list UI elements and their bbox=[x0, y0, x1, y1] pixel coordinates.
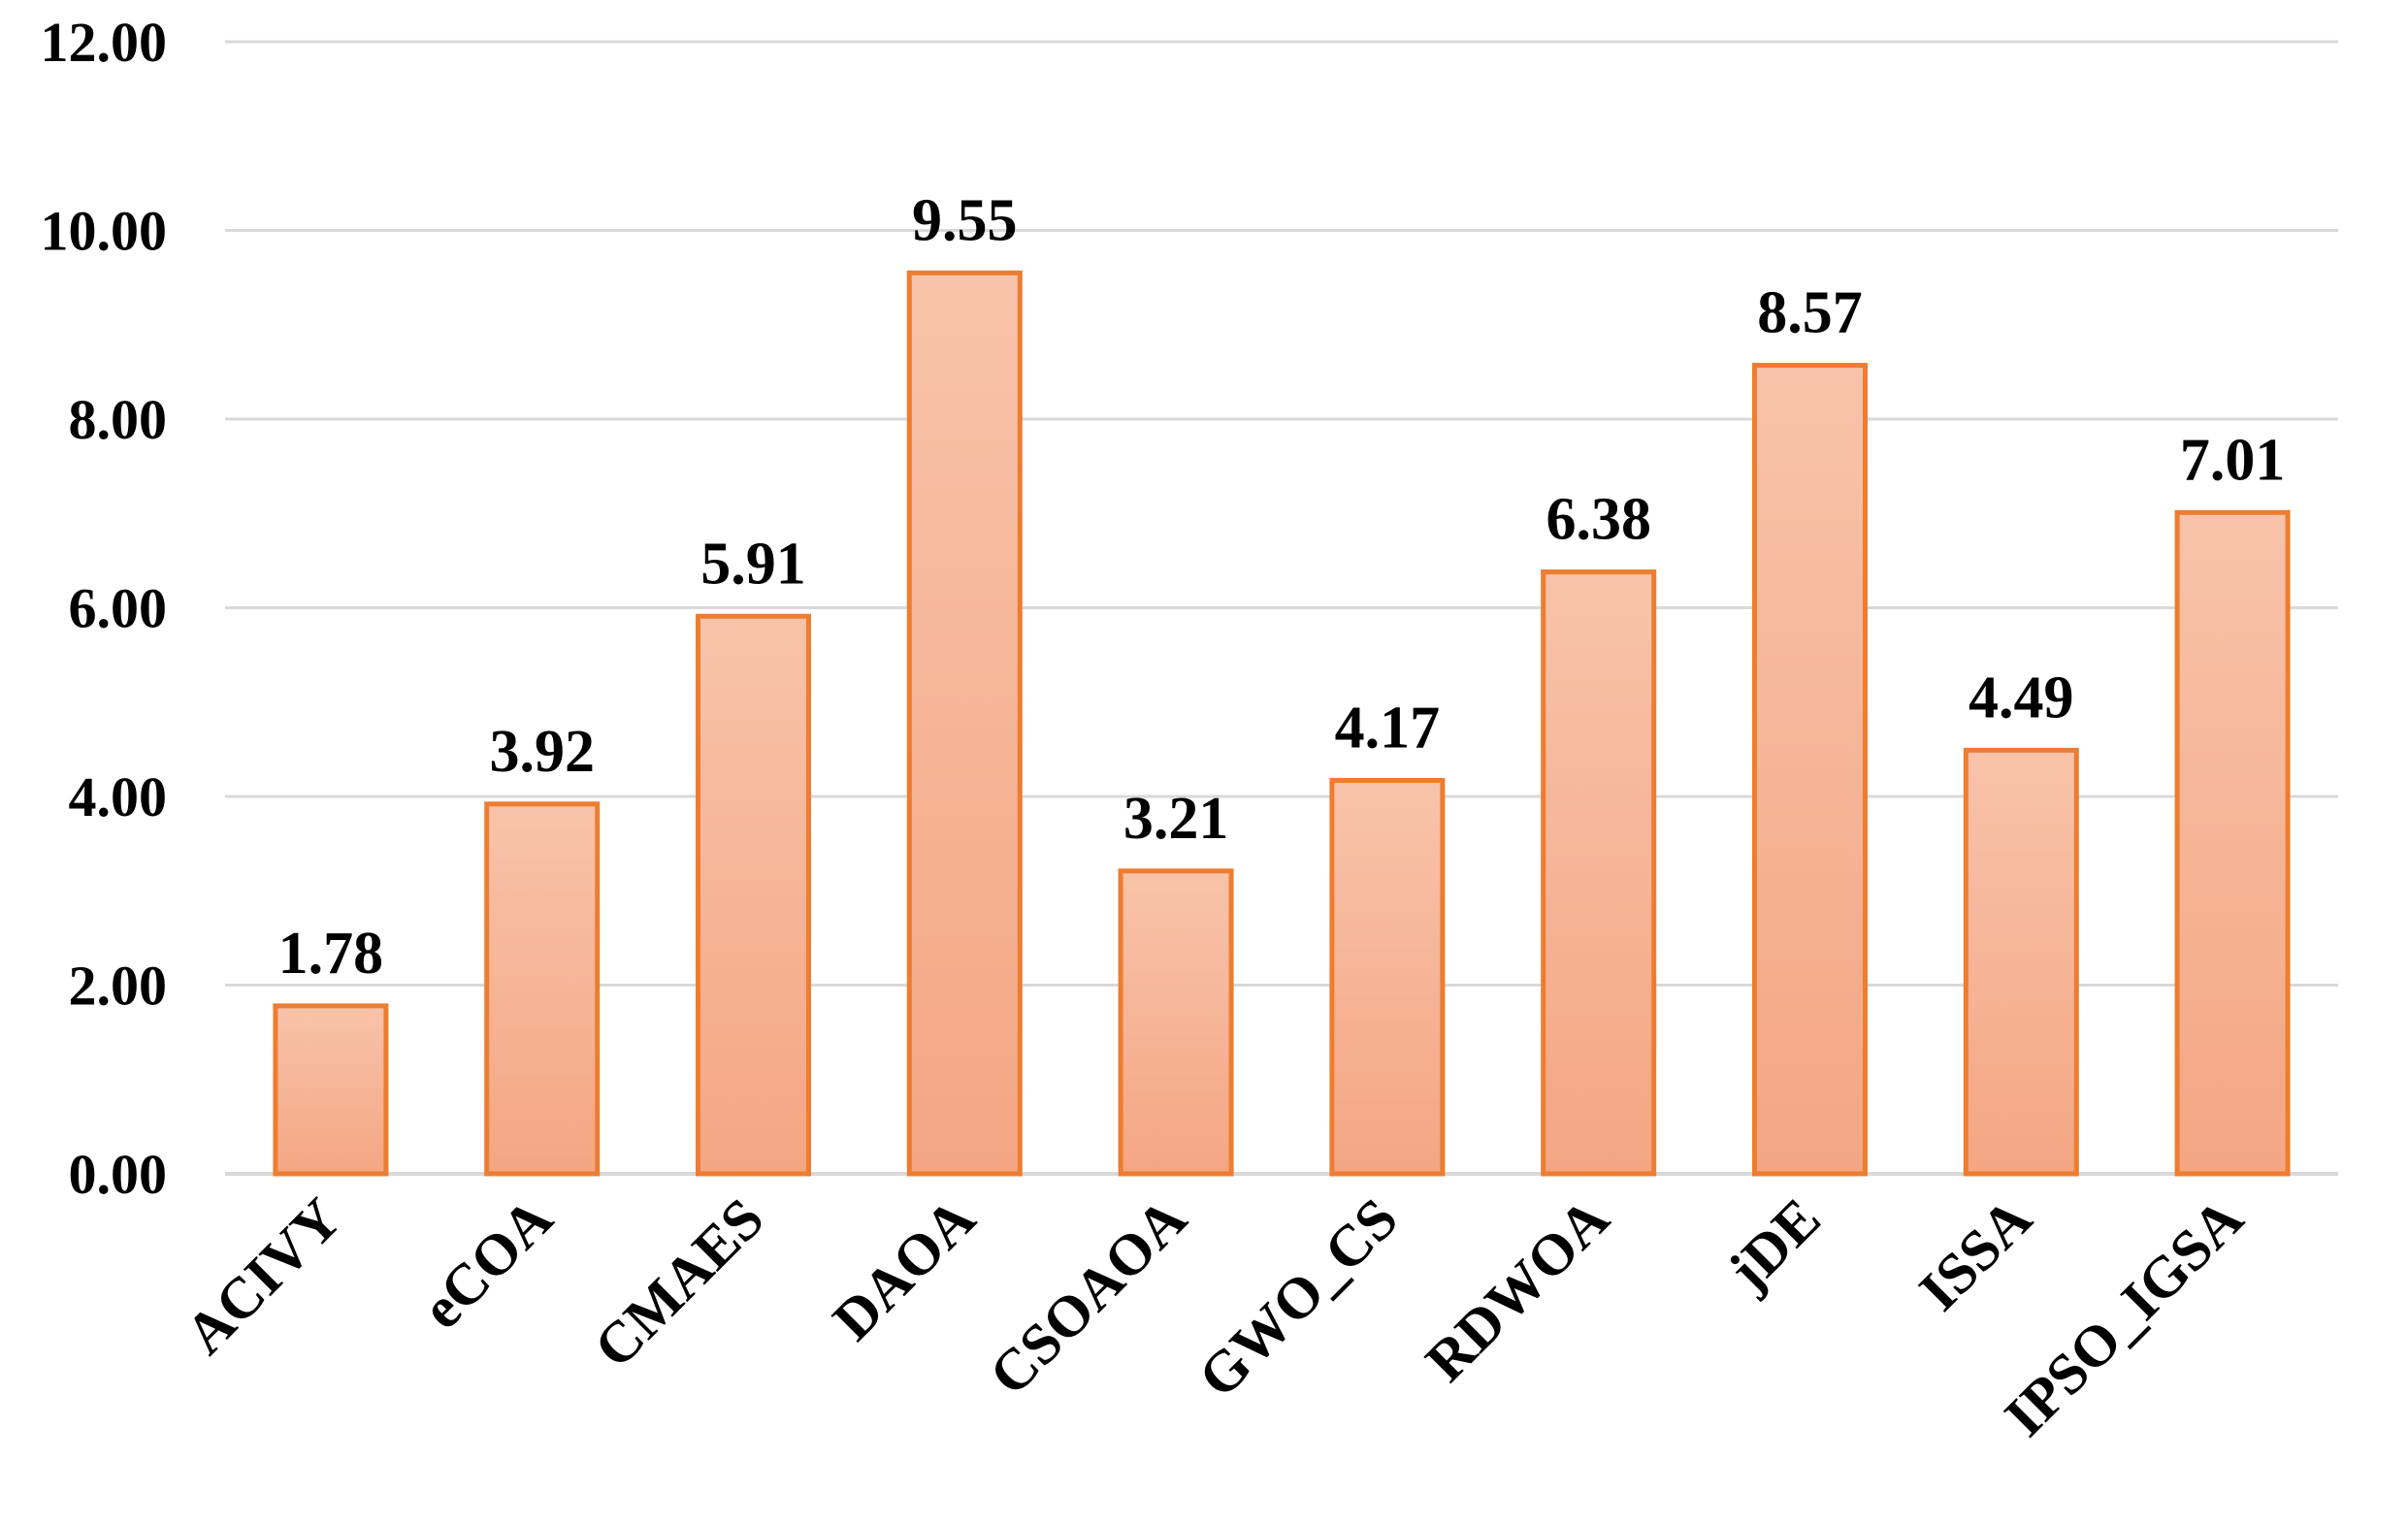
y-tick-label: 4.00 bbox=[69, 765, 168, 828]
x-tick-label: ACIVY bbox=[173, 1186, 353, 1367]
y-tick-label: 0.00 bbox=[69, 1143, 168, 1206]
x-tick-label: DAOA bbox=[821, 1186, 988, 1353]
bar bbox=[484, 801, 601, 1177]
y-axis-tick-labels: 0.00 2.00 4.00 6.00 8.00 10.00 12.00 bbox=[41, 11, 168, 1206]
bar bbox=[273, 1003, 389, 1177]
data-labels: 1.78 3.92 5.91 9.55 3.21 4.17 6.38 8.57 4.49 7.01 bbox=[278, 187, 2286, 987]
data-label: 7.01 bbox=[2180, 427, 2286, 493]
data-label: 1.78 bbox=[278, 921, 384, 987]
data-label: 9.55 bbox=[912, 187, 1018, 253]
bars bbox=[273, 270, 2291, 1177]
x-tick-label: RDWOA bbox=[1414, 1186, 1621, 1394]
bar bbox=[1329, 777, 1446, 1177]
x-tick-label: eCOA bbox=[409, 1186, 565, 1342]
bar bbox=[2174, 509, 2291, 1177]
data-label: 3.92 bbox=[489, 719, 595, 785]
y-tick-label: 6.00 bbox=[69, 577, 168, 640]
bar bbox=[1963, 747, 2079, 1177]
bar bbox=[906, 270, 1023, 1177]
x-tick-label: jDE bbox=[1715, 1186, 1832, 1303]
x-tick-label: CMAES bbox=[582, 1186, 776, 1380]
data-label: 8.57 bbox=[1757, 280, 1863, 346]
bar bbox=[696, 613, 811, 1177]
data-label: 4.49 bbox=[1969, 665, 2074, 730]
x-tick-label: ISSA bbox=[1906, 1186, 2043, 1323]
data-label: 3.21 bbox=[1123, 786, 1229, 852]
x-tick-label: CSOAOA bbox=[977, 1186, 1198, 1408]
y-tick-label: 10.00 bbox=[41, 200, 168, 263]
data-label: 4.17 bbox=[1335, 695, 1441, 761]
bar bbox=[1118, 868, 1234, 1177]
y-tick-label: 12.00 bbox=[41, 11, 168, 74]
x-tick-label: GWO_CS bbox=[1187, 1186, 1411, 1411]
data-label: 5.91 bbox=[700, 531, 806, 597]
y-tick-label: 8.00 bbox=[69, 388, 168, 451]
data-label: 6.38 bbox=[1546, 487, 1651, 553]
y-tick-label: 2.00 bbox=[69, 955, 168, 1018]
bar bbox=[1752, 363, 1868, 1177]
bar bbox=[1541, 569, 1657, 1177]
